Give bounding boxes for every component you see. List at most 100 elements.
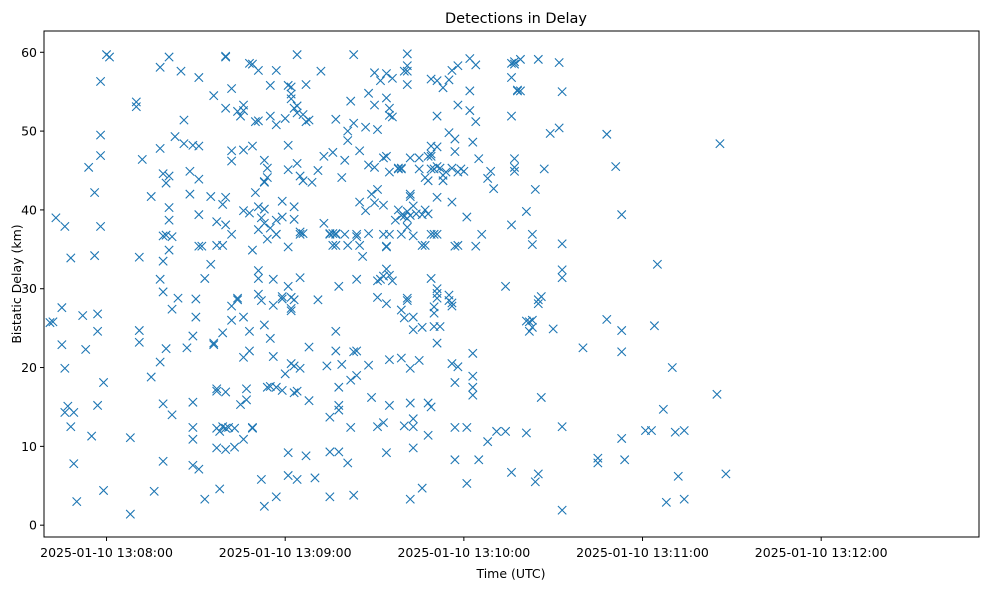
- data-point: [506, 58, 517, 68]
- data-point: [447, 301, 457, 311]
- data-point: [652, 259, 662, 269]
- data-point: [468, 137, 478, 147]
- data-point: [352, 229, 362, 239]
- data-point: [72, 496, 82, 507]
- data-point: [366, 392, 377, 403]
- data-point: [280, 369, 290, 379]
- data-point: [289, 295, 299, 305]
- data-point: [432, 161, 442, 172]
- data-point: [197, 241, 207, 251]
- data-point: [146, 372, 156, 382]
- y-tick-label: 60: [21, 45, 37, 60]
- data-point: [93, 309, 103, 319]
- data-point: [381, 242, 392, 252]
- data-point: [292, 101, 302, 111]
- data-point: [715, 139, 725, 149]
- data-point: [283, 140, 293, 150]
- data-point: [432, 229, 442, 239]
- data-point: [521, 206, 531, 217]
- data-point: [617, 347, 627, 357]
- data-point: [536, 392, 546, 403]
- data-point: [384, 103, 395, 113]
- data-point: [402, 61, 412, 71]
- data-point: [191, 312, 201, 322]
- data-point: [334, 281, 344, 291]
- data-point: [390, 215, 400, 225]
- data-point: [462, 478, 472, 488]
- data-point: [227, 156, 237, 166]
- data-point: [98, 485, 109, 496]
- data-point: [667, 362, 677, 373]
- data-point: [253, 202, 263, 212]
- data-point: [509, 166, 520, 176]
- data-point: [521, 428, 531, 438]
- data-point: [301, 117, 311, 127]
- data-point: [533, 54, 543, 64]
- data-point: [256, 213, 266, 223]
- data-point: [402, 295, 412, 306]
- data-point: [158, 169, 168, 179]
- data-point: [146, 191, 156, 202]
- data-point: [301, 451, 311, 461]
- data-point: [221, 387, 231, 397]
- data-point: [194, 210, 204, 220]
- data-point: [474, 455, 484, 465]
- data-point: [164, 202, 174, 213]
- data-point: [221, 192, 231, 202]
- data-point: [325, 447, 335, 457]
- data-point: [426, 74, 436, 84]
- data-point: [658, 404, 668, 414]
- data-point: [355, 240, 365, 250]
- data-point: [384, 400, 395, 410]
- data-point: [218, 199, 228, 209]
- data-point: [396, 229, 406, 239]
- data-point: [155, 62, 165, 72]
- data-point: [352, 346, 362, 356]
- data-point: [462, 212, 472, 222]
- data-point: [426, 149, 436, 159]
- data-point: [450, 455, 460, 465]
- data-point: [262, 173, 272, 183]
- data-point: [363, 228, 374, 239]
- data-point: [301, 80, 311, 90]
- data-point: [188, 434, 198, 444]
- x-axis-label: Time (UTC): [475, 566, 545, 581]
- data-point: [527, 315, 537, 325]
- data-point: [155, 274, 165, 284]
- data-point: [292, 158, 302, 168]
- data-point: [253, 266, 263, 276]
- data-point: [432, 284, 442, 294]
- data-point: [262, 163, 272, 173]
- data-point: [524, 317, 534, 327]
- y-axis-label: Bistatic Delay (km): [9, 224, 24, 343]
- data-point: [381, 299, 392, 309]
- data-point: [450, 377, 460, 388]
- data-point: [331, 346, 341, 356]
- data-point: [69, 459, 79, 469]
- data-point: [447, 65, 457, 75]
- data-point: [286, 306, 296, 316]
- data-point: [212, 443, 222, 453]
- data-point: [51, 213, 61, 223]
- data-point: [232, 293, 243, 303]
- data-point: [194, 141, 204, 151]
- data-point: [340, 155, 350, 165]
- data-point: [349, 490, 359, 500]
- data-point: [283, 448, 293, 458]
- data-point: [158, 287, 168, 297]
- data-point: [95, 130, 106, 140]
- data-point: [444, 75, 454, 85]
- data-point: [221, 423, 231, 433]
- data-point: [468, 390, 478, 400]
- data-point: [241, 384, 252, 394]
- data-point: [363, 160, 374, 170]
- data-point: [593, 458, 603, 468]
- data-point: [286, 94, 296, 104]
- data-point: [405, 494, 415, 504]
- data-point: [408, 414, 418, 424]
- data-point: [48, 317, 58, 327]
- data-point: [465, 86, 475, 96]
- data-point: [268, 274, 278, 284]
- data-point: [247, 423, 258, 433]
- data-point: [238, 106, 249, 116]
